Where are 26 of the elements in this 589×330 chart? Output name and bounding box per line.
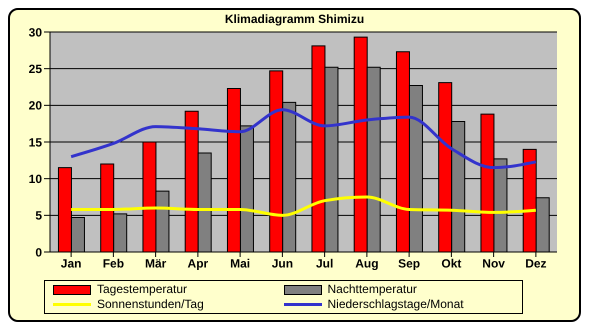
y-tick-label: 15: [28, 135, 42, 150]
chart-title: Klimadiagramm Shimizu: [224, 12, 366, 26]
x-tick-label: Mai: [230, 256, 250, 271]
line-series: [70, 108, 538, 170]
y-tick-label: 10: [28, 172, 42, 186]
x-tick-label: Jun: [272, 256, 294, 271]
y-tick-label: 30: [28, 25, 42, 40]
legend-label: Nachttemperatur: [328, 282, 417, 297]
x-tick-label: Apr: [188, 256, 209, 271]
x-tick-label: Mär: [144, 256, 167, 271]
x-tick-label: Jan: [60, 256, 82, 271]
line-series: [70, 196, 538, 217]
x-tick-label: Sep: [398, 256, 420, 271]
x-tick-label: Aug: [355, 256, 379, 271]
x-tick-label: Dez: [525, 256, 547, 271]
y-tick-label: 0: [35, 245, 42, 260]
x-tick-label: Jul: [316, 256, 334, 271]
y-tick-label: 20: [28, 98, 42, 113]
y-tick-label: 25: [28, 62, 42, 76]
y-tick-label: 5: [35, 208, 42, 223]
legend-label: Niederschlagstage/Monat: [328, 297, 464, 312]
x-tick-label: Nov: [482, 256, 506, 271]
x-tick-label: Okt: [441, 256, 462, 271]
legend-label: Sonnenstunden/Tag: [97, 297, 204, 312]
legend-label: Tagestemperatur: [97, 282, 188, 297]
x-tick-label: Feb: [102, 256, 124, 271]
